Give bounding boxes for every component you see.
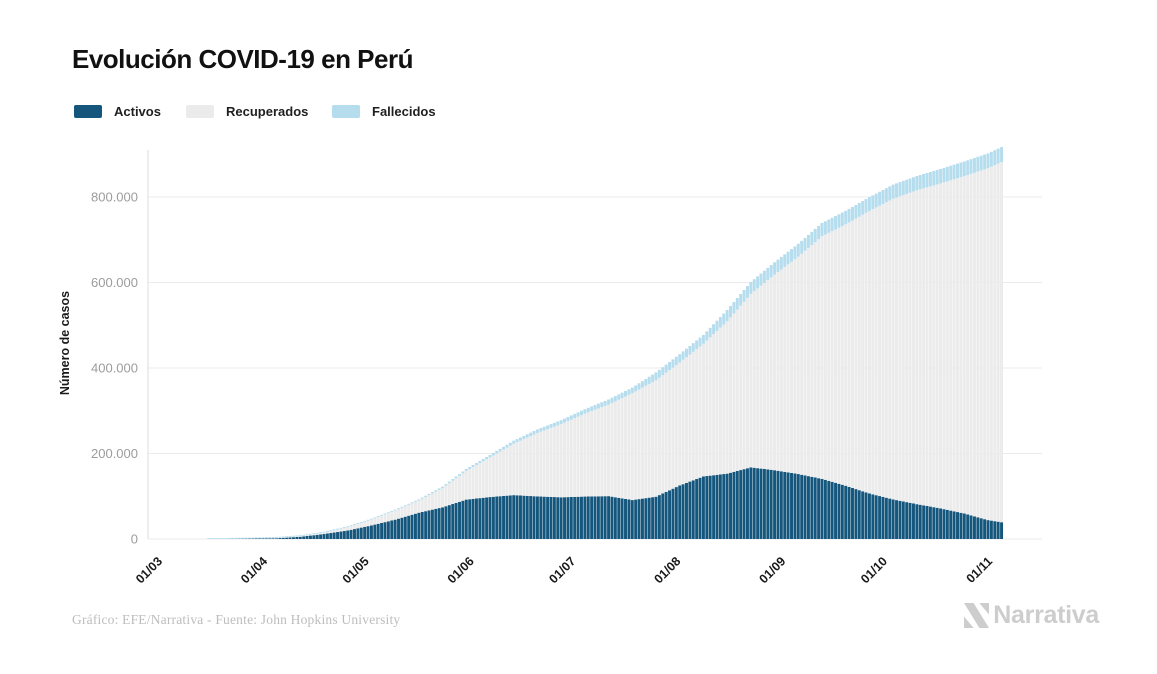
y-axis-title: Número de casos: [58, 291, 72, 395]
stacked-bars: [207, 147, 1004, 539]
chart-source-credit: Gráfico: EFE/Narrativa - Fuente: John Ho…: [72, 612, 401, 627]
svg-text:0: 0: [131, 532, 138, 547]
svg-text:200.000: 200.000: [91, 446, 138, 461]
page-title: Evolución COVID-19 en Perú: [72, 44, 413, 74]
narrativa-logo-icon: [964, 603, 990, 628]
legend-swatch-recuperados-icon: [186, 105, 214, 118]
legend-item-activos: Activos: [74, 104, 161, 119]
legend-label-fallecidos: Fallecidos: [372, 104, 436, 119]
svg-text:01/09: 01/09: [756, 554, 788, 586]
svg-text:01/07: 01/07: [546, 554, 578, 586]
svg-text:400.000: 400.000: [91, 361, 138, 376]
legend-swatch-activos-icon: [74, 105, 102, 118]
svg-text:01/06: 01/06: [445, 554, 477, 586]
svg-text:01/03: 01/03: [133, 554, 165, 586]
legend-label-recuperados: Recuperados: [226, 104, 309, 119]
svg-text:01/10: 01/10: [858, 554, 890, 586]
svg-text:600.000: 600.000: [91, 275, 138, 290]
svg-text:01/11: 01/11: [964, 554, 996, 586]
legend-label-activos: Activos: [114, 104, 161, 119]
svg-text:01/05: 01/05: [340, 554, 372, 586]
narrativa-logo: Narrativa: [964, 601, 1099, 630]
legend-item-recuperados: Recuperados: [186, 104, 308, 119]
svg-text:01/08: 01/08: [651, 554, 683, 586]
legend-item-fallecidos: Fallecidos: [332, 104, 436, 119]
legend-swatch-fallecidos-icon: [332, 105, 360, 118]
narrativa-logo-text: Narrativa: [993, 601, 1099, 629]
x-axis-tick-labels: 01/03 01/04 01/05 01/06 01/07 01/08 01/09 01/10…: [133, 554, 995, 586]
chart-legend: Activos Recuperados Fallecidos: [74, 104, 524, 122]
svg-text:800.000: 800.000: [91, 190, 138, 205]
svg-text:01/04: 01/04: [238, 554, 270, 586]
y-axis-tick-labels: 0 200.000 400.000 600.000 800.000: [91, 190, 138, 547]
